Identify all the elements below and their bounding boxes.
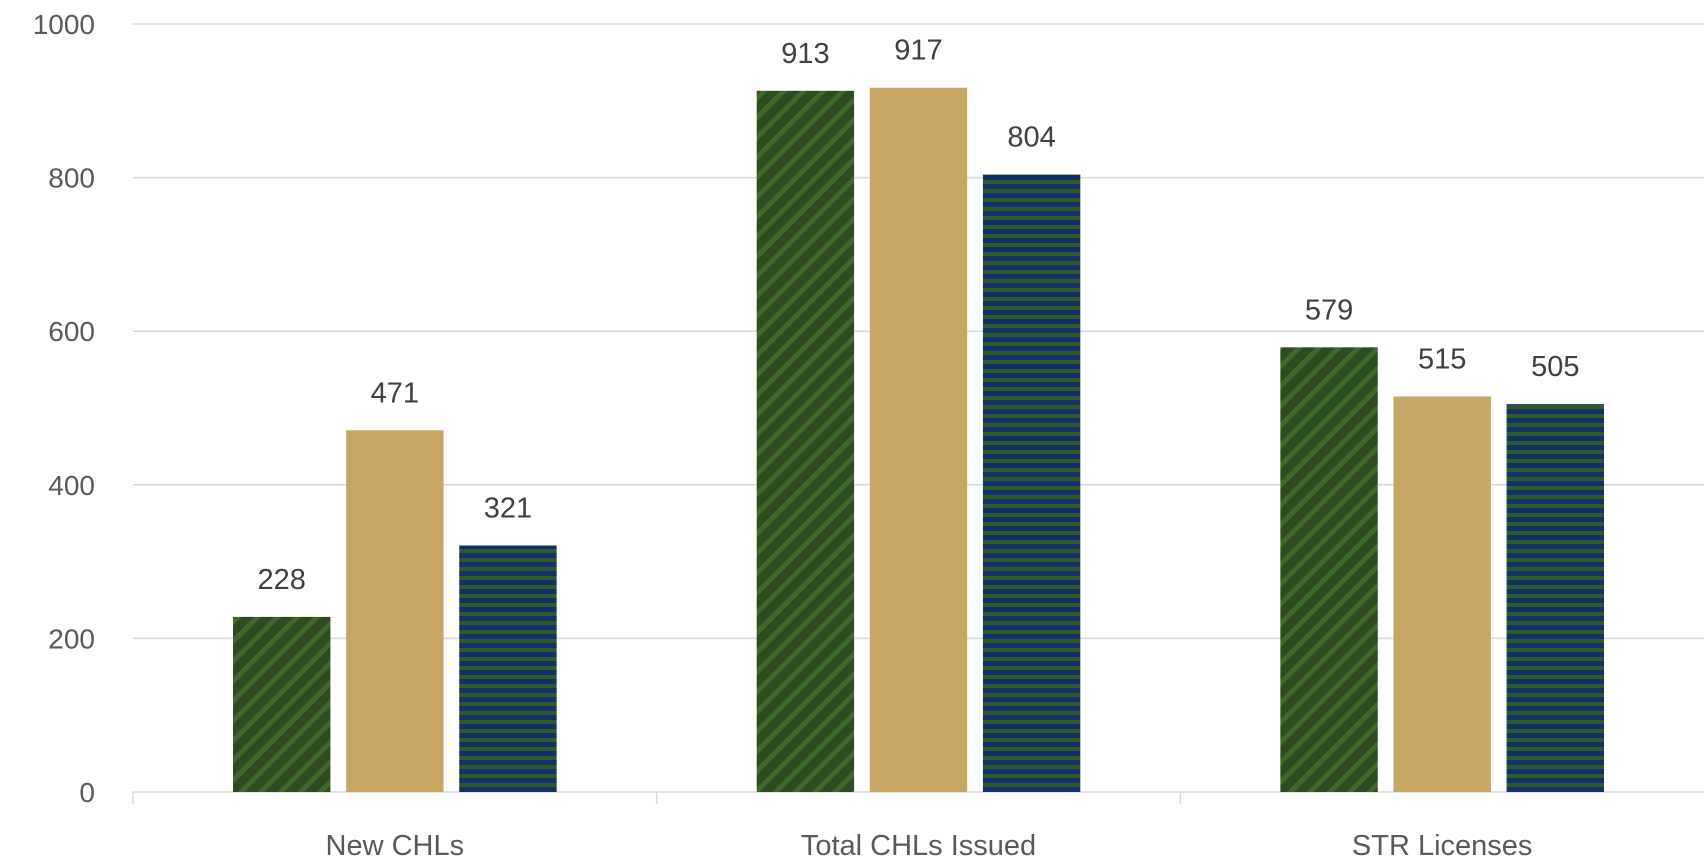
y-axis: 0 200 400 600 800 1000: [33, 9, 95, 808]
bars: [233, 87, 1604, 793]
x-axis: New CHLs Total CHLs Issued STR Licenses: [132, 791, 1704, 859]
x-category-label: New CHLs: [326, 830, 465, 859]
bar: [233, 616, 331, 792]
bar: [756, 90, 855, 793]
data-label: 321: [484, 492, 532, 524]
bar: [869, 87, 968, 792]
y-tick-label: 0: [79, 777, 95, 808]
data-labels: 228 471 321 913 917 804 579 515 505: [258, 35, 1580, 596]
bar: [346, 430, 444, 792]
bar: [1506, 404, 1604, 792]
bar: [459, 545, 557, 792]
y-tick-label: 200: [48, 623, 95, 654]
y-tick-label: 1000: [33, 9, 95, 40]
x-category-label: STR Licenses: [1352, 830, 1533, 859]
data-label: 804: [1007, 122, 1055, 154]
data-label: 913: [781, 38, 829, 70]
data-label: 505: [1531, 351, 1579, 383]
y-tick-label: 800: [48, 163, 95, 194]
data-label: 228: [258, 564, 306, 596]
data-label: 515: [1418, 343, 1466, 375]
data-label: 471: [371, 377, 419, 409]
bar: [982, 174, 1081, 792]
bar: [1280, 347, 1378, 792]
y-tick-label: 600: [48, 316, 95, 347]
data-label: 917: [894, 35, 942, 67]
x-category-label: Total CHLs Issued: [801, 830, 1036, 859]
data-label: 579: [1305, 294, 1353, 326]
bar: [1393, 396, 1491, 792]
y-tick-label: 400: [48, 470, 95, 501]
